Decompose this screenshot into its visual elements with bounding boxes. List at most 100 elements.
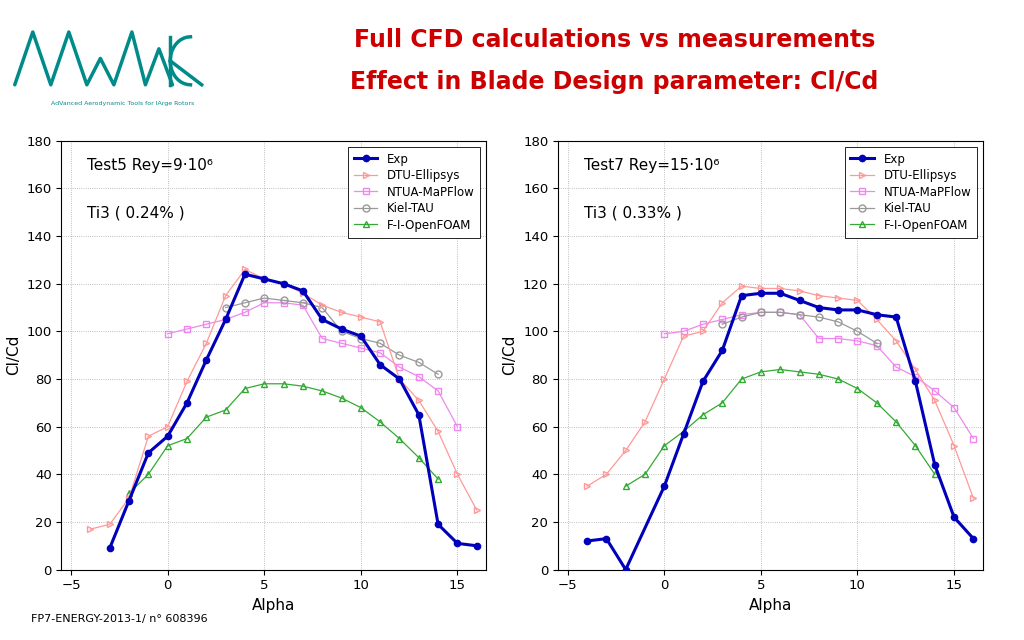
NTUA-MaPFlow	[794, 311, 806, 319]
F-I-OpenFOAM	[181, 435, 194, 442]
DTU-Ellipsys	[297, 289, 309, 297]
DTU-Ellipsys	[316, 301, 329, 309]
Exp	[929, 461, 941, 468]
NTUA-MaPFlow	[336, 339, 348, 347]
F-I-OpenFOAM	[432, 476, 444, 483]
DTU-Ellipsys	[696, 328, 709, 335]
DTU-Ellipsys	[678, 332, 690, 340]
NTUA-MaPFlow	[432, 387, 444, 395]
DTU-Ellipsys	[374, 318, 386, 326]
Exp	[336, 325, 348, 333]
Kiel-TAU	[735, 313, 748, 321]
Line: Exp: Exp	[106, 271, 480, 551]
NTUA-MaPFlow	[219, 316, 231, 323]
F-I-OpenFOAM	[639, 470, 651, 478]
DTU-Ellipsys	[851, 296, 863, 304]
Kiel-TAU	[239, 299, 251, 307]
DTU-Ellipsys	[600, 470, 612, 478]
Line: F-I-OpenFOAM: F-I-OpenFOAM	[623, 367, 938, 489]
Exp	[890, 313, 902, 321]
X-axis label: Alpha: Alpha	[252, 598, 296, 613]
NTUA-MaPFlow	[774, 308, 786, 316]
F-I-OpenFOAM	[833, 375, 845, 383]
DTU-Ellipsys	[432, 428, 444, 435]
Exp	[735, 292, 748, 300]
DTU-Ellipsys	[909, 365, 922, 373]
DTU-Ellipsys	[581, 483, 593, 490]
NTUA-MaPFlow	[200, 321, 212, 328]
Text: AdVanced Aerodynamic Tools for lArge Rotors: AdVanced Aerodynamic Tools for lArge Rot…	[51, 101, 195, 106]
DTU-Ellipsys	[354, 313, 367, 321]
F-I-OpenFOAM	[851, 385, 863, 392]
Exp	[755, 289, 767, 297]
Exp	[258, 275, 270, 283]
F-I-OpenFOAM	[909, 442, 922, 449]
DTU-Ellipsys	[639, 418, 651, 426]
DTU-Ellipsys	[735, 282, 748, 290]
Kiel-TAU	[774, 308, 786, 316]
Exp	[851, 306, 863, 314]
Exp	[696, 378, 709, 385]
DTU-Ellipsys	[452, 470, 464, 478]
F-I-OpenFOAM	[678, 428, 690, 435]
DTU-Ellipsys	[219, 292, 231, 300]
Exp	[200, 356, 212, 364]
X-axis label: Alpha: Alpha	[749, 598, 793, 613]
NTUA-MaPFlow	[755, 308, 767, 316]
F-I-OpenFOAM	[658, 442, 671, 449]
DTU-Ellipsys	[162, 423, 174, 431]
DTU-Ellipsys	[794, 287, 806, 294]
Exp	[297, 287, 309, 294]
Line: DTU-Ellipsys: DTU-Ellipsys	[88, 267, 479, 532]
DTU-Ellipsys	[833, 294, 845, 302]
NTUA-MaPFlow	[735, 311, 748, 319]
F-I-OpenFOAM	[219, 406, 231, 414]
F-I-OpenFOAM	[162, 442, 174, 449]
Kiel-TAU	[278, 296, 290, 304]
DTU-Ellipsys	[870, 316, 883, 323]
NTUA-MaPFlow	[678, 328, 690, 335]
F-I-OpenFOAM	[755, 368, 767, 376]
NTUA-MaPFlow	[413, 372, 425, 380]
NTUA-MaPFlow	[909, 372, 922, 380]
Text: Ti3 ( 0.24% ): Ti3 ( 0.24% )	[87, 205, 184, 220]
Exp	[600, 535, 612, 543]
Exp	[658, 483, 671, 490]
NTUA-MaPFlow	[929, 387, 941, 395]
Exp	[678, 430, 690, 438]
F-I-OpenFOAM	[716, 399, 728, 406]
NTUA-MaPFlow	[297, 301, 309, 309]
Line: Kiel-TAU: Kiel-TAU	[222, 294, 441, 378]
Exp	[948, 513, 961, 521]
Text: Effect in Blade Design parameter: Cl/Cd: Effect in Blade Design parameter: Cl/Cd	[350, 70, 879, 94]
Line: Kiel-TAU: Kiel-TAU	[719, 309, 881, 347]
Exp	[123, 497, 135, 504]
F-I-OpenFOAM	[278, 380, 290, 388]
DTU-Ellipsys	[413, 397, 425, 404]
Exp	[103, 544, 116, 552]
Line: F-I-OpenFOAM: F-I-OpenFOAM	[126, 381, 441, 496]
Exp	[239, 270, 251, 278]
Exp	[219, 316, 231, 323]
DTU-Ellipsys	[658, 375, 671, 383]
Exp	[774, 289, 786, 297]
DTU-Ellipsys	[929, 397, 941, 404]
F-I-OpenFOAM	[696, 411, 709, 419]
NTUA-MaPFlow	[658, 330, 671, 337]
Exp	[278, 280, 290, 287]
NTUA-MaPFlow	[833, 335, 845, 342]
Kiel-TAU	[413, 358, 425, 366]
NTUA-MaPFlow	[239, 308, 251, 316]
Line: DTU-Ellipsys: DTU-Ellipsys	[585, 284, 976, 501]
Exp	[794, 296, 806, 304]
DTU-Ellipsys	[200, 339, 212, 347]
NTUA-MaPFlow	[696, 321, 709, 328]
Kiel-TAU	[336, 328, 348, 335]
F-I-OpenFOAM	[316, 387, 329, 395]
Legend: Exp, DTU-Ellipsys, NTUA-MaPFlow, Kiel-TAU, F-I-OpenFOAM: Exp, DTU-Ellipsys, NTUA-MaPFlow, Kiel-TA…	[348, 147, 480, 237]
F-I-OpenFOAM	[239, 385, 251, 392]
Text: Test5 Rey=9·10⁶: Test5 Rey=9·10⁶	[87, 158, 213, 173]
Kiel-TAU	[393, 351, 406, 359]
Kiel-TAU	[833, 318, 845, 326]
NTUA-MaPFlow	[258, 299, 270, 307]
